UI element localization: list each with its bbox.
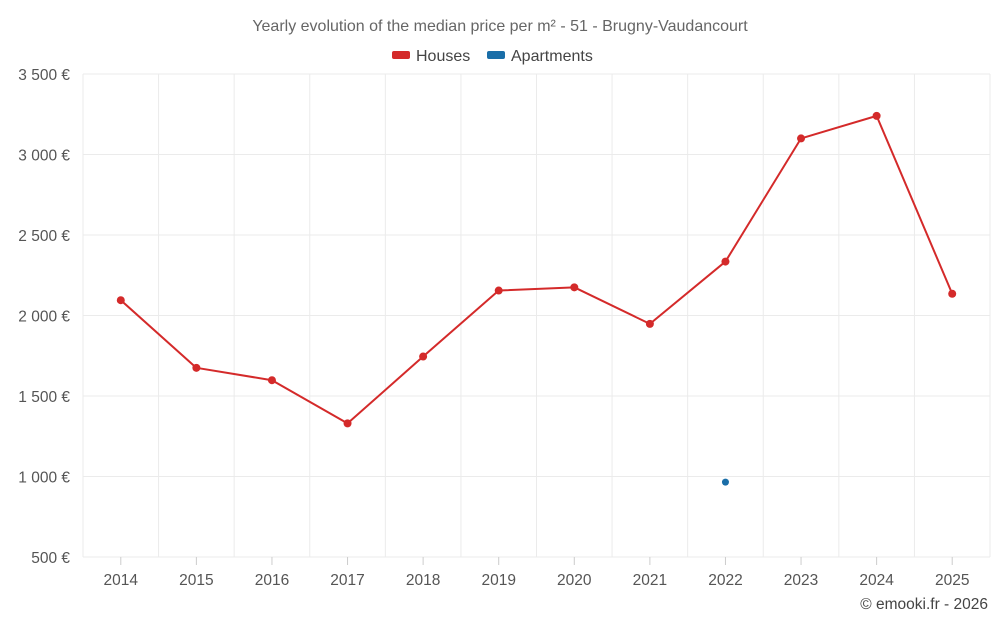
data-point-houses[interactable] — [797, 134, 806, 143]
x-tick-label: 2018 — [406, 572, 440, 589]
x-axis-tick-labels: 2014 2015 2016 2017 2018 2019 2020 2021 2022 2023… — [104, 557, 969, 589]
x-tick-label: 2022 — [708, 572, 742, 589]
y-tick-label: 3 000 € — [18, 148, 70, 165]
legend-label-houses: Houses — [416, 48, 470, 65]
x-gridlines — [82, 74, 991, 557]
data-point-houses[interactable] — [267, 376, 276, 385]
legend-item-houses[interactable]: Houses — [392, 48, 470, 65]
x-tick-label: 2025 — [935, 572, 969, 589]
y-tick-label: 1 500 € — [18, 389, 70, 406]
data-point-houses[interactable] — [645, 319, 654, 328]
x-tick-label: 2017 — [330, 572, 364, 589]
data-point-houses[interactable] — [948, 289, 957, 298]
credit-text: © emooki.fr - 2026 — [860, 596, 988, 613]
data-point-houses[interactable] — [721, 257, 730, 266]
x-tick-label: 2021 — [633, 572, 667, 589]
data-point-houses[interactable] — [872, 111, 881, 120]
y-axis-tick-labels: 500 € 1 000 € 1 500 € 2 000 € 2 500 € 3 000 €… — [18, 67, 70, 567]
chart-title: Yearly evolution of the median price per… — [252, 18, 748, 35]
data-point-houses[interactable] — [494, 286, 503, 295]
x-tick-label: 2015 — [179, 572, 213, 589]
y-tick-label: 1 000 € — [18, 470, 70, 487]
x-tick-label: 2023 — [784, 572, 818, 589]
legend-swatch-houses — [392, 51, 410, 59]
x-tick-label: 2024 — [859, 572, 894, 589]
y-tick-label: 2 000 € — [18, 309, 70, 326]
data-point-houses[interactable] — [570, 283, 579, 292]
legend-label-apartments: Apartments — [511, 48, 593, 65]
data-point-houses[interactable] — [192, 363, 201, 372]
series-apartments — [721, 478, 729, 486]
legend-item-apartments[interactable]: Apartments — [487, 48, 593, 65]
x-tick-label: 2019 — [481, 572, 515, 589]
y-tick-label: 500 € — [31, 550, 70, 567]
data-point-houses[interactable] — [116, 296, 125, 305]
x-tick-label: 2014 — [104, 572, 139, 589]
series-line-houses — [120, 114, 954, 425]
legend: Houses Apartments — [392, 48, 593, 65]
series-houses — [116, 111, 957, 428]
x-tick-label: 2020 — [557, 572, 592, 589]
x-tick-label: 2016 — [255, 572, 289, 589]
y-tick-label: 3 500 € — [18, 67, 70, 84]
series-layer — [116, 111, 957, 486]
data-point-houses[interactable] — [343, 419, 352, 428]
y-tick-label: 2 500 € — [18, 228, 70, 245]
data-point-apartments[interactable] — [721, 478, 729, 486]
legend-swatch-apartments — [487, 51, 505, 59]
data-point-houses[interactable] — [419, 352, 428, 361]
